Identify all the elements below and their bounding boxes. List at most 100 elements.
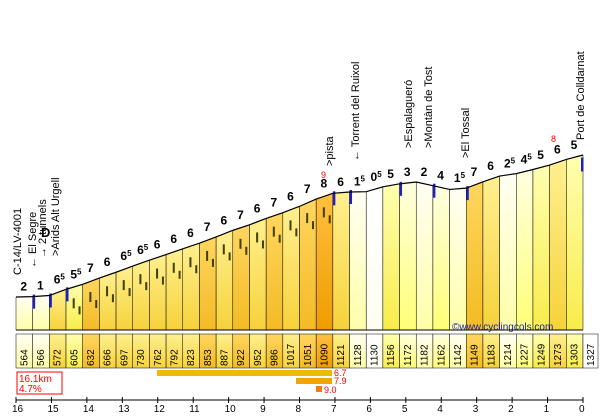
landmark-marker <box>399 181 403 196</box>
km-tick-label: 14 <box>83 404 95 415</box>
altitude-label: 566 <box>36 349 47 366</box>
altitude-label: 605 <box>69 349 80 366</box>
profile-bar <box>312 221 315 230</box>
km-tick-label: 6 <box>366 404 372 415</box>
altitude-label: 572 <box>53 349 64 366</box>
km-axis-ticks: 16 15 14 13 12 11 10 9 8 7 6 5 4 3 2 1 0 <box>12 397 585 415</box>
profile-bar <box>128 288 131 297</box>
start-marker: D <box>41 225 50 240</box>
km-tick-label: 7 <box>331 404 337 415</box>
profile-segment <box>399 181 417 331</box>
profile-bar <box>278 234 281 243</box>
profile-bar <box>172 262 175 273</box>
altitude-label: 792 <box>169 349 180 366</box>
altitude-label: 564 <box>19 349 30 366</box>
landmark-marker <box>32 294 36 309</box>
profile-outline <box>15 154 584 331</box>
landmark-labels: C-14/LV-4001 ← El Segre → 2 tunnels >Ari… <box>12 51 587 275</box>
profile-bar <box>289 220 292 231</box>
landmark-marker <box>581 157 584 172</box>
stat-value-2: 7.9 <box>334 376 347 386</box>
slope-label: 2 <box>421 165 428 179</box>
profile-bar <box>72 298 75 309</box>
altitude-label: 887 <box>219 349 230 366</box>
summary-gradient: 4.7% <box>19 384 42 395</box>
altitude-label: 1214 <box>503 343 514 366</box>
km-tick-label: 4 <box>437 404 443 415</box>
profile-segment <box>382 183 400 331</box>
altitude-label: 1128 <box>353 344 364 366</box>
altitude-label: 762 <box>153 349 164 366</box>
altitude-label: 1182 <box>420 344 431 366</box>
profile-bar <box>328 215 331 224</box>
slope-label: 4 <box>437 169 444 183</box>
profile-bar <box>189 257 192 268</box>
altitude-label: 986 <box>269 349 280 366</box>
landmark-marker <box>49 293 52 308</box>
profile-segment <box>15 296 33 331</box>
landmark-marker <box>349 190 353 205</box>
profile-bar <box>178 270 181 279</box>
profile-segment <box>549 159 567 331</box>
landmark-marker <box>66 287 69 302</box>
altitude-label: 1130 <box>370 344 381 366</box>
km-tick-label: 8 <box>296 404 302 415</box>
slope-label: 25 <box>504 157 516 171</box>
slope-label: 6 <box>487 159 494 173</box>
profile-bar <box>239 238 242 249</box>
slope-label: 5 <box>571 138 578 152</box>
profile-segment <box>182 242 200 331</box>
slope-label: 6 <box>187 226 194 240</box>
profile-bar <box>206 250 209 261</box>
km-tick-label: 15 <box>47 404 59 415</box>
profile-bar <box>89 292 92 303</box>
slope-label: 7 <box>87 261 94 275</box>
landmark-marker <box>332 191 336 206</box>
profile-bar <box>256 232 259 243</box>
slope-label: 6 <box>287 189 294 203</box>
altitude-label: 1156 <box>386 344 397 366</box>
altitude-label: 1249 <box>536 343 547 366</box>
profile-bar <box>306 213 309 224</box>
slope-label: 7 <box>471 165 478 179</box>
altitude-labels: 564 566 572 605 632 666 697 730 762 792 823 853 887 9… <box>19 343 597 366</box>
slope-label: 8 <box>321 176 328 190</box>
stat-value-3: 9.0 <box>324 385 337 395</box>
summary-distance: 16.1km <box>19 374 52 385</box>
profile-segment <box>516 169 534 331</box>
profile-bar <box>95 300 98 309</box>
slope-label: 6 <box>337 175 344 189</box>
profile-segment <box>332 191 350 331</box>
profile-bar <box>228 252 231 261</box>
slope-label: 7 <box>237 208 244 222</box>
slope-label: 3 <box>404 165 411 179</box>
slope-label: 5 <box>537 148 544 162</box>
profile-segment <box>415 181 434 331</box>
altitude-cell-summit <box>582 333 599 369</box>
landmark-marker <box>466 186 469 201</box>
slope-label: 15 <box>454 171 466 185</box>
altitude-label: 1051 <box>303 343 314 366</box>
altitude-label: 1090 <box>320 343 331 366</box>
km-tick-label: 3 <box>473 404 479 415</box>
km-tick-label: 0 <box>579 404 585 415</box>
landmark-el-tossal: >El Tossal <box>460 108 472 158</box>
profile-bar <box>111 294 114 303</box>
profile-segment <box>149 254 167 331</box>
landmark-el-segre: ← El Segre <box>27 212 39 268</box>
km-tick-label: 13 <box>118 404 130 415</box>
landmark-montan: >Montàn de Tost <box>423 67 435 148</box>
altitude-label: 1183 <box>486 344 497 366</box>
altitude-label: 1162 <box>436 344 447 366</box>
slope-labels: 2 1 65 55 7 6 65 65 6 6 6 7 6 7 6 7 67 8 6 15 05 5 3 2 4 15 7 6 25 45… <box>20 138 577 294</box>
profile-segment <box>199 236 217 331</box>
altitude-label: 1172 <box>403 344 414 366</box>
profile-segment <box>49 289 67 331</box>
slope-label: 55 <box>70 267 82 281</box>
profile-segment <box>165 248 184 331</box>
altitude-label: 1227 <box>520 343 531 366</box>
stat-bar-2 <box>296 378 332 384</box>
slope-label: 65 <box>137 243 149 257</box>
slope-label: 45 <box>521 153 533 167</box>
profile-segment <box>115 265 133 331</box>
